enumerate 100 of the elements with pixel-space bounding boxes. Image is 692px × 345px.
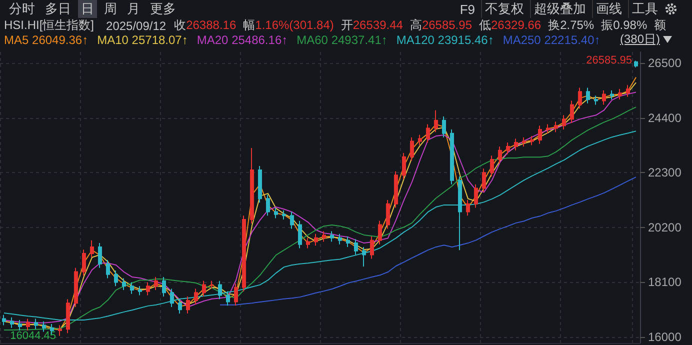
candlestick: [538, 125, 542, 144]
candlestick: [274, 207, 278, 219]
y-tick-label: 20200: [648, 220, 682, 234]
candlestick: [578, 87, 582, 110]
candlestick: [562, 114, 566, 130]
text: 额: [654, 17, 666, 34]
candlestick: [346, 236, 350, 248]
text: F9: [458, 2, 475, 16]
candlestick: [10, 316, 14, 328]
candlestick: [202, 280, 206, 298]
text: MA5: [4, 32, 29, 46]
text: 换2.75%: [548, 17, 594, 34]
text: 开26539.44: [340, 18, 403, 32]
text: MA10: [97, 32, 128, 46]
text: 更多: [149, 0, 177, 18]
candlestick: [570, 100, 574, 124]
annotation: 26585.95: [586, 54, 632, 67]
candlestick: [266, 194, 270, 216]
candlestick: [170, 288, 174, 308]
candlestick: [522, 136, 526, 147]
candlestick: [386, 199, 390, 230]
text: 工具: [628, 0, 658, 18]
candlestick: [122, 278, 126, 291]
candlestick: [610, 90, 614, 100]
candlestick: [378, 220, 382, 245]
text: 23915.46↑: [438, 32, 494, 46]
candlestick: [146, 282, 150, 296]
chart-title: HSI.HI[恒生指数]: [4, 17, 94, 34]
candlestick: [634, 60, 638, 68]
text: 高26585.95: [410, 18, 472, 32]
candlestick: [354, 238, 358, 256]
candlestick: [66, 298, 70, 334]
candlestick: [498, 146, 502, 164]
candlestick: [106, 260, 110, 279]
text: 22215.40↑: [544, 32, 600, 46]
candlestick: [602, 90, 606, 106]
y-tick-label: 26500: [648, 56, 682, 70]
text: 2025/09/12: [106, 18, 166, 32]
candlestick: [546, 124, 550, 134]
text: 不复权: [481, 0, 524, 18]
candlestick: [194, 288, 198, 305]
candlestick: [282, 210, 286, 220]
candlestick: [98, 242, 102, 268]
candlestick: [506, 142, 510, 155]
candlestick: [258, 166, 262, 204]
y-tick-label: 22300: [648, 166, 682, 180]
y-tick-label: 24400: [648, 110, 682, 125]
candlestick: [154, 276, 158, 291]
candlestick: [2, 314, 6, 326]
text: 幅1.16%(301.84): [243, 18, 334, 32]
line-series: [220, 176, 636, 306]
candlestick: [458, 176, 462, 251]
candlestick: [226, 290, 230, 306]
candlestick: [58, 324, 62, 336]
candlestick: [362, 246, 366, 268]
annotation: 16044.45: [10, 330, 56, 342]
candlestick: [434, 110, 438, 133]
candlestick: [626, 84, 630, 98]
candlestick: [186, 296, 190, 314]
candlestick: [586, 87, 590, 104]
candlestick: [178, 298, 182, 314]
candlestick: [42, 320, 46, 332]
candlestick: [482, 168, 486, 193]
candlestick: [250, 148, 254, 224]
text: 日: [78, 0, 97, 18]
candlestick: [82, 249, 86, 276]
text: 周: [103, 0, 118, 18]
text: 分时: [8, 0, 36, 18]
candlestick: [330, 230, 334, 242]
candlestick: [242, 215, 246, 292]
text: 画线: [592, 0, 622, 18]
candlestick: [466, 199, 470, 216]
candlestick: [490, 155, 494, 177]
text: MA60: [296, 32, 328, 46]
candlestick: [210, 280, 214, 290]
candlestick: [394, 170, 398, 208]
text: 25486.16↑: [232, 32, 288, 46]
candlestick: [218, 280, 222, 300]
text: MA20: [196, 32, 228, 46]
candlestick: [26, 318, 30, 331]
text: 24937.41↑: [331, 32, 388, 46]
candlestick: [322, 230, 326, 242]
candlestick: [530, 136, 534, 146]
candlestick: [594, 95, 598, 106]
text: MA120: [396, 32, 434, 46]
candlestick: [474, 184, 478, 208]
candlestick: [450, 129, 454, 185]
candlestick: [426, 124, 430, 144]
text: 多日: [44, 0, 72, 18]
candlestick: [306, 237, 310, 249]
candlestick: [554, 121, 558, 133]
candlestick: [370, 236, 374, 260]
candlestick: [514, 138, 518, 151]
candlestick: [442, 116, 446, 138]
text: 26049.36↑: [32, 32, 88, 46]
candlestick: [130, 282, 134, 294]
candlestick: [618, 88, 622, 100]
text: MA250: [502, 32, 541, 46]
candlestick: [418, 134, 422, 146]
candlestick: [410, 136, 414, 162]
